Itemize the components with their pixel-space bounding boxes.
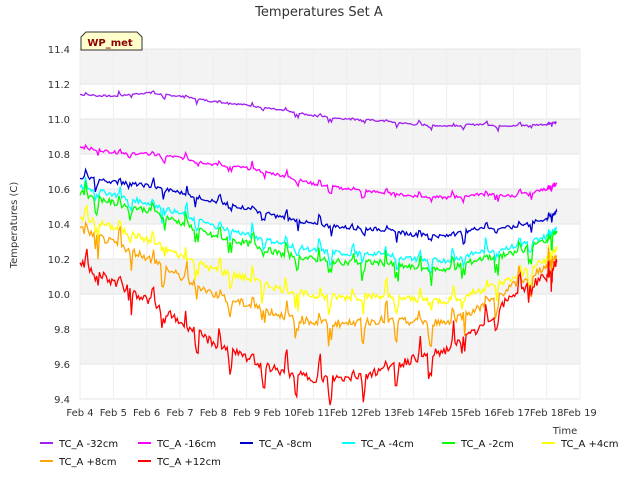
series-lines: [79, 89, 558, 406]
series-line: [80, 89, 557, 133]
legend-item: TC_A +12cm: [138, 457, 221, 468]
legend-label: TC_A +12cm: [156, 457, 221, 468]
x-tick-label: Feb 15: [430, 408, 464, 419]
series-line: [79, 181, 558, 286]
x-tick-label: Feb 4: [66, 408, 93, 419]
x-tick-label: Feb 17: [497, 408, 531, 419]
series-line: [79, 167, 558, 246]
x-tick-label: Feb 11: [297, 408, 331, 419]
x-tick-label: Feb 8: [200, 408, 227, 419]
y-tick-label: 11.2: [48, 80, 70, 91]
site-badge-label: WP_met: [87, 38, 133, 49]
legend-label: TC_A -2cm: [460, 439, 514, 450]
legend-item: TC_A +4cm: [542, 439, 619, 450]
x-tick-label: Feb 9: [233, 408, 260, 419]
x-tick-label: Feb 13: [363, 408, 397, 419]
series-line: [79, 248, 558, 406]
legend-label: TC_A -16cm: [156, 439, 216, 450]
x-tick-label: Feb 16: [463, 408, 497, 419]
y-tick-label: 9.8: [54, 325, 70, 336]
x-tick-label: Feb 19: [563, 408, 597, 419]
x-tick-label: Feb 7: [166, 408, 193, 419]
legend-item: TC_A -4cm: [342, 439, 414, 450]
series-line: [79, 176, 557, 275]
y-tick-label: 11.4: [48, 45, 70, 56]
legend-item: TC_A -8cm: [240, 439, 312, 450]
y-axis-label: Temperatures (C): [9, 182, 20, 270]
series-line: [79, 143, 558, 205]
legend-item: TC_A +8cm: [40, 457, 117, 468]
x-axis-ticks: Feb 4 Feb 5 Feb 6 Feb 7 Feb 8 Feb 9 Feb 10 Feb …: [66, 408, 596, 419]
site-badge: WP_met: [80, 31, 143, 51]
x-tick-label: Feb 10: [263, 408, 297, 419]
x-tick-label: Feb 12: [330, 408, 364, 419]
y-tick-label: 10.8: [48, 150, 70, 161]
x-tick-label: Feb 6: [133, 408, 160, 419]
legend-item: TC_A -2cm: [442, 439, 514, 450]
y-tick-label: 11.0: [48, 115, 70, 126]
series-line: [79, 204, 558, 316]
chart-title: Temperatures Set A: [254, 5, 383, 20]
legend-label: TC_A +8cm: [58, 457, 117, 468]
y-axis-ticks: 9.4 9.6 9.8 10.0 10.2 10.4 10.6 10.8 11.0 11.2 11.…: [48, 45, 70, 406]
y-tick-label: 9.4: [54, 395, 70, 406]
y-tick-label: 10.6: [48, 185, 70, 196]
x-tick-label: Feb 18: [530, 408, 564, 419]
site-badge-box: [80, 31, 143, 51]
y-tick-label: 10.0: [48, 290, 70, 301]
legend-label: TC_A +4cm: [560, 439, 619, 450]
x-tick-label: Feb 5: [100, 408, 127, 419]
x-axis-label: Time: [552, 426, 577, 437]
y-tick-label: 10.2: [48, 255, 70, 266]
legend-item: TC_A -32cm: [40, 439, 118, 450]
background-band: [80, 119, 580, 154]
y-tick-label: 9.6: [54, 360, 70, 371]
series-line: [79, 220, 558, 348]
legend: TC_A -32cm TC_A -16cm TC_A -8cm TC_A -4cm TC…: [40, 439, 619, 468]
legend-label: TC_A -4cm: [360, 439, 414, 450]
y-tick-label: 10.4: [48, 220, 70, 231]
legend-item: TC_A -16cm: [138, 439, 216, 450]
background-band: [80, 49, 580, 84]
legend-label: TC_A -8cm: [258, 439, 312, 450]
x-tick-label: Feb 14: [397, 408, 431, 419]
legend-label: TC_A -32cm: [58, 439, 118, 450]
